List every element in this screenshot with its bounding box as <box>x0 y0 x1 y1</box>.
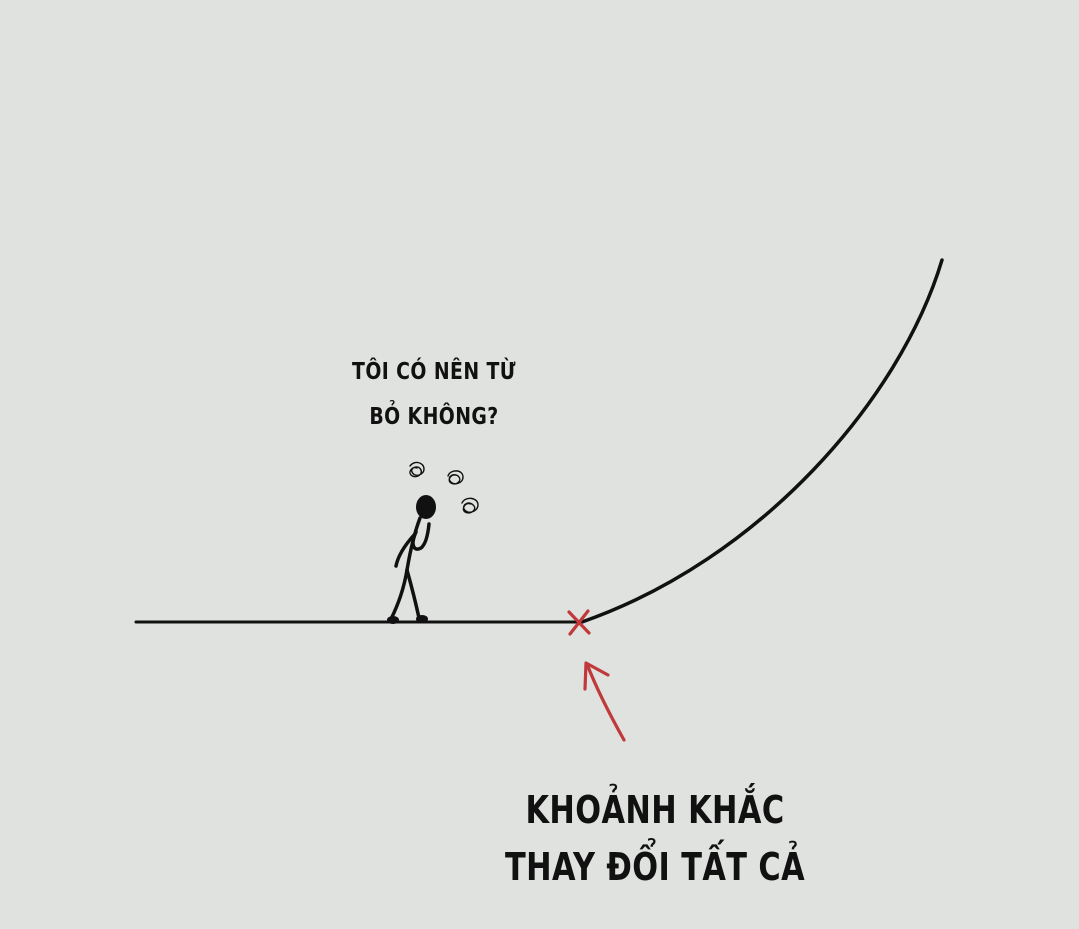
thought-line-2: BỎ KHÔNG? <box>369 404 499 430</box>
thought-line-1: TÔI CÓ NÊN TỪ <box>352 359 516 385</box>
stick-figure-thinking-icon <box>387 495 436 624</box>
caption-text: KHOẢNH KHẮC THAY ĐỔI TẤT CẢ <box>495 782 815 896</box>
arrow-up-icon <box>583 661 626 742</box>
caption-line-2: THAY ĐỔI TẤT CẢ <box>504 845 806 889</box>
cross-marker-icon <box>567 609 591 636</box>
caption-line-1: KHOẢNH KHẮC <box>525 788 785 832</box>
growth-curve-line <box>580 258 944 624</box>
worry-scribble-icon <box>409 461 479 514</box>
thought-question-text: TÔI CÓ NÊN TỪ BỎ KHÔNG? <box>324 350 544 440</box>
